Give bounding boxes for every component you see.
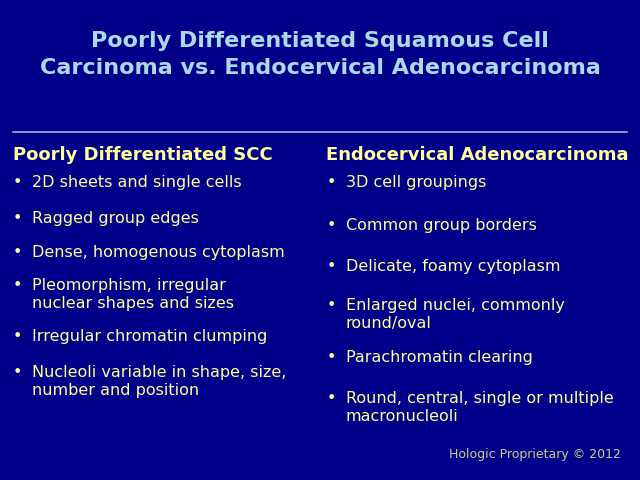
Text: Dense, homogenous cytoplasm: Dense, homogenous cytoplasm: [32, 245, 285, 260]
Text: Nucleoli variable in shape, size,
number and position: Nucleoli variable in shape, size, number…: [32, 365, 286, 398]
Text: Enlarged nuclei, commonly
round/oval: Enlarged nuclei, commonly round/oval: [346, 298, 564, 331]
Text: Hologic Proprietary © 2012: Hologic Proprietary © 2012: [449, 448, 621, 461]
Text: Carcinoma vs. Endocervical Adenocarcinoma: Carcinoma vs. Endocervical Adenocarcinom…: [40, 58, 600, 78]
Text: 3D cell groupings: 3D cell groupings: [346, 175, 486, 190]
Text: •: •: [13, 211, 22, 226]
Text: Poorly Differentiated SCC: Poorly Differentiated SCC: [13, 146, 273, 164]
Text: •: •: [13, 329, 22, 344]
Text: Delicate, foamy cytoplasm: Delicate, foamy cytoplasm: [346, 259, 560, 274]
Text: Common group borders: Common group borders: [346, 218, 536, 233]
Text: •: •: [326, 298, 336, 312]
Text: •: •: [326, 391, 336, 406]
Text: Poorly Differentiated Squamous Cell: Poorly Differentiated Squamous Cell: [91, 31, 549, 51]
Text: •: •: [326, 218, 336, 233]
Text: Parachromatin clearing: Parachromatin clearing: [346, 350, 532, 365]
Text: •: •: [13, 245, 22, 260]
Text: 2D sheets and single cells: 2D sheets and single cells: [32, 175, 242, 190]
Text: Irregular chromatin clumping: Irregular chromatin clumping: [32, 329, 268, 344]
Text: Round, central, single or multiple
macronucleoli: Round, central, single or multiple macro…: [346, 391, 613, 424]
Text: •: •: [13, 278, 22, 293]
Text: Pleomorphism, irregular
nuclear shapes and sizes: Pleomorphism, irregular nuclear shapes a…: [32, 278, 234, 312]
Text: •: •: [326, 175, 336, 190]
Text: Endocervical Adenocarcinoma: Endocervical Adenocarcinoma: [326, 146, 629, 164]
Text: Ragged group edges: Ragged group edges: [32, 211, 199, 226]
Text: •: •: [13, 365, 22, 380]
Text: •: •: [326, 350, 336, 365]
Text: •: •: [326, 259, 336, 274]
Text: •: •: [13, 175, 22, 190]
